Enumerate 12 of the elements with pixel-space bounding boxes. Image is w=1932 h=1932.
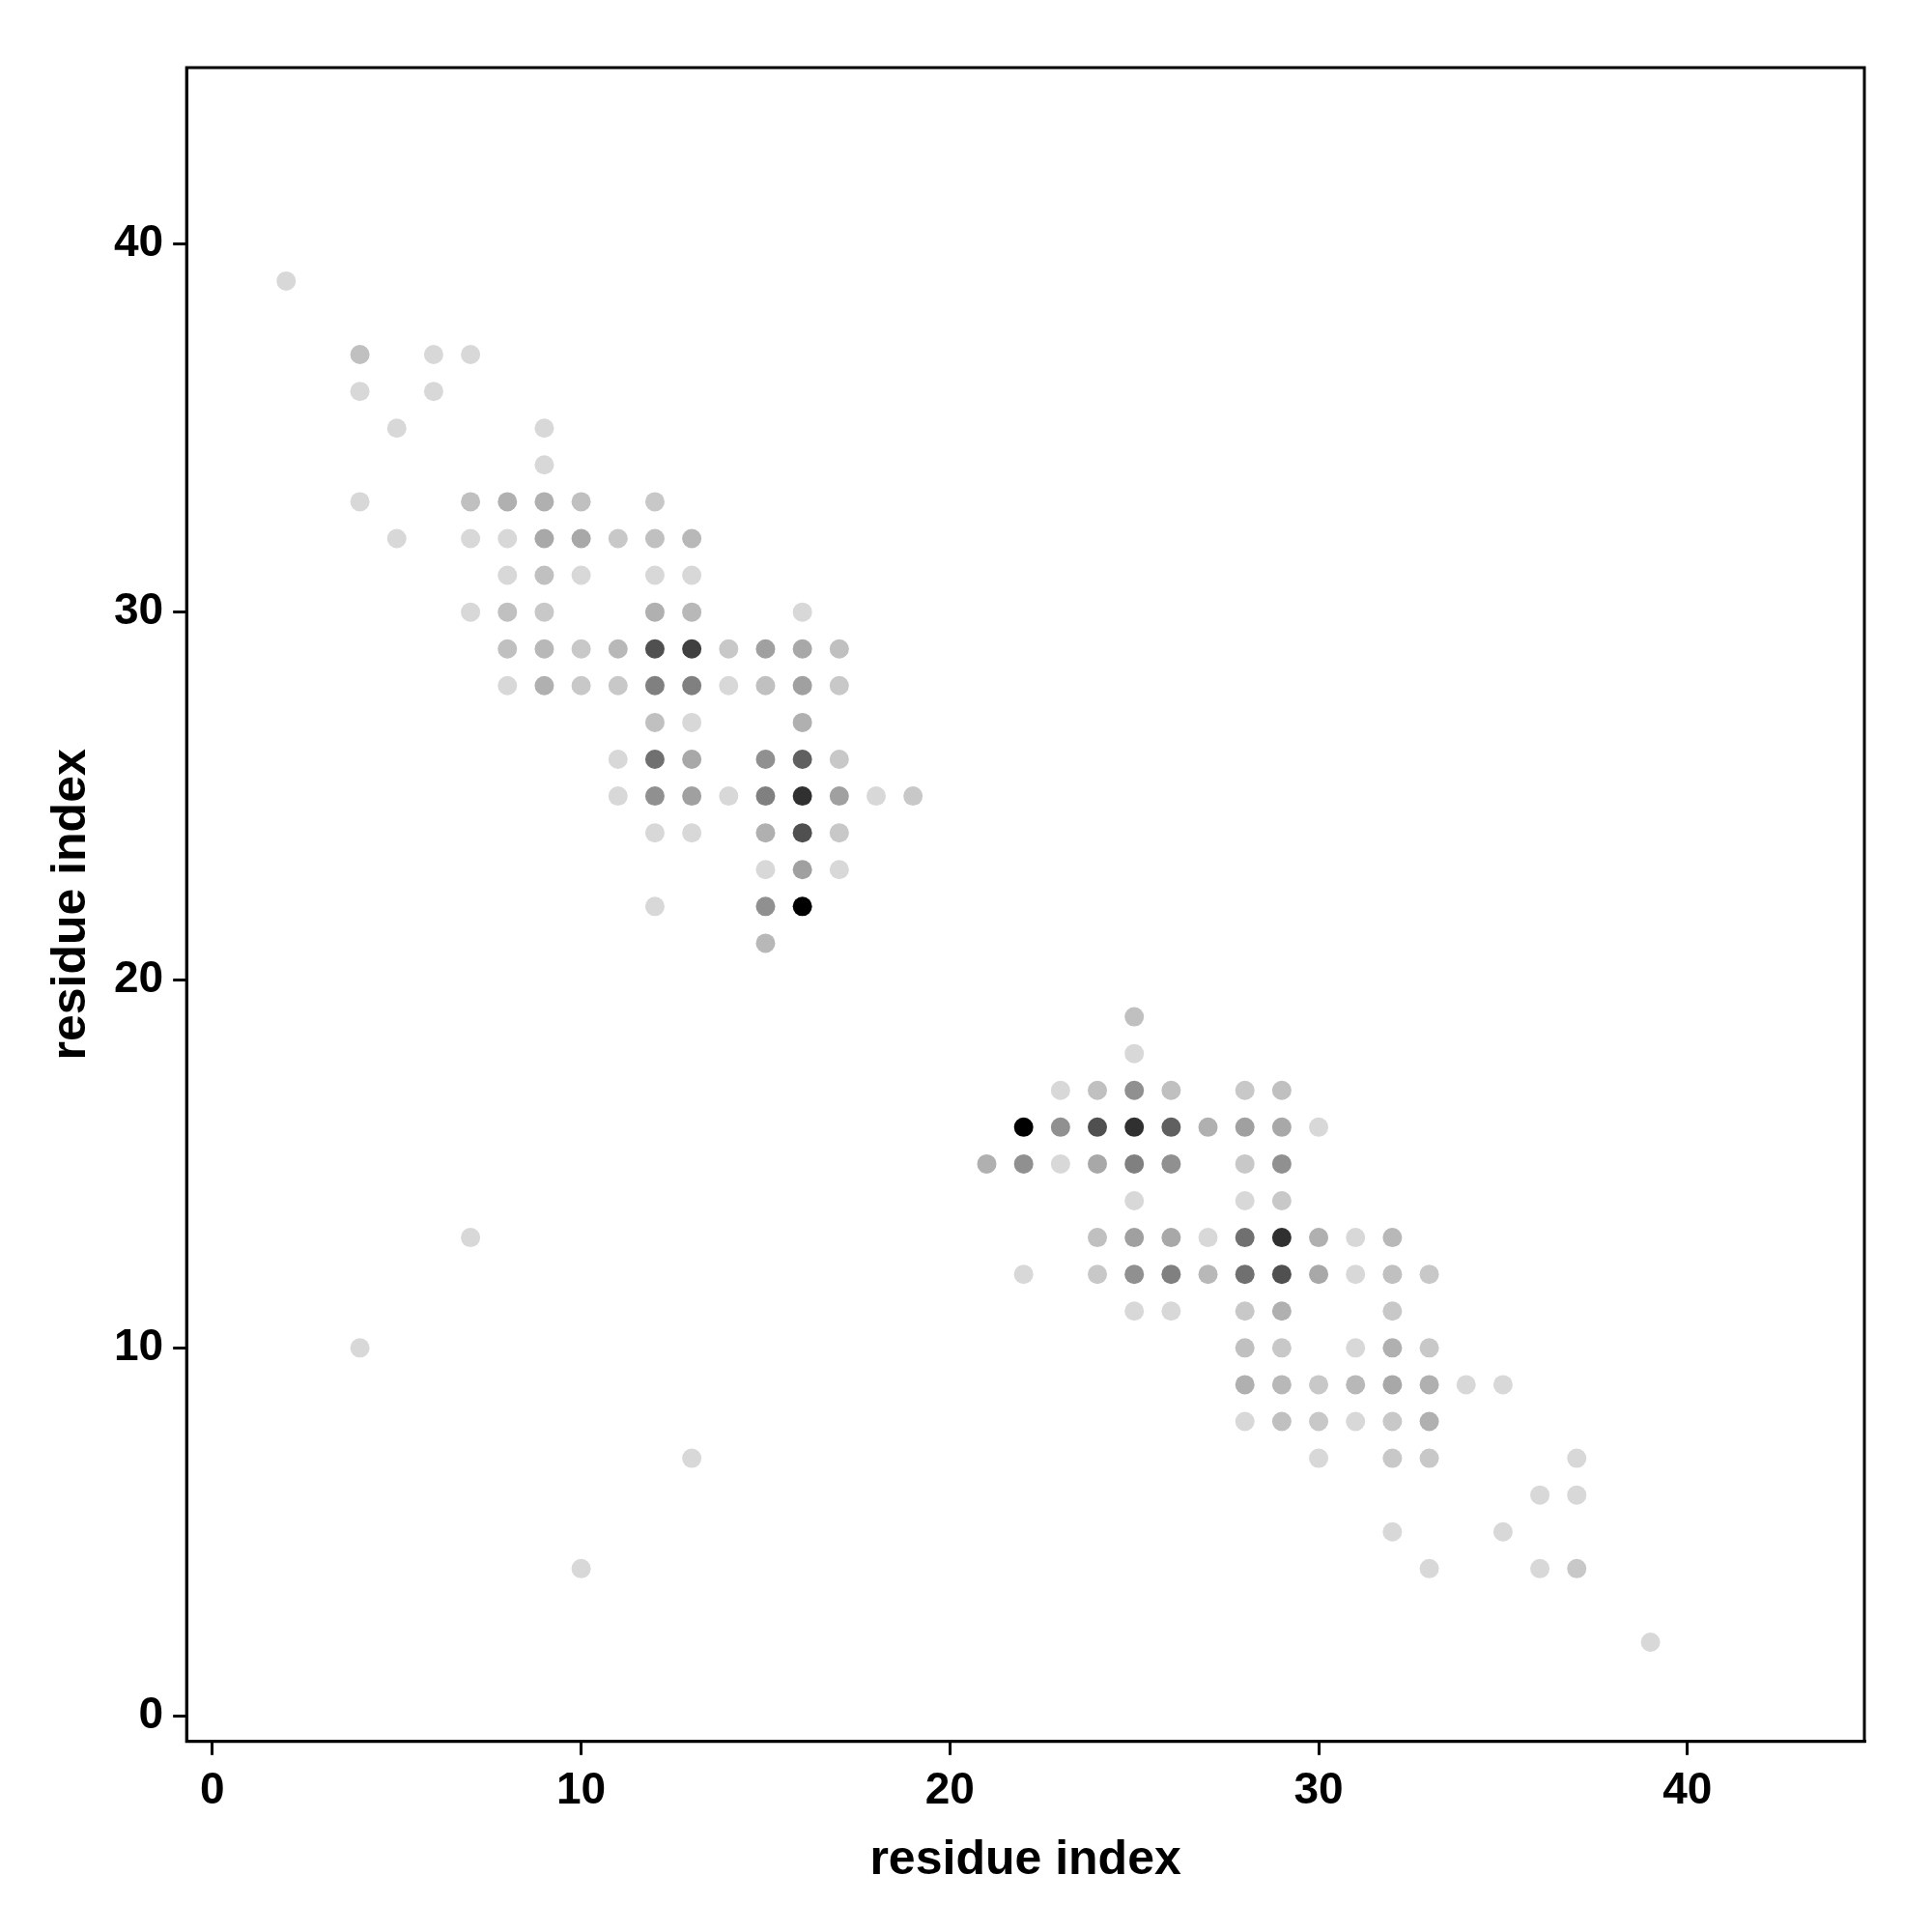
- x-tick-label: 30: [1293, 1763, 1344, 1814]
- x-tick-label: 40: [1662, 1763, 1713, 1814]
- y-tick-label: 40: [113, 215, 164, 267]
- y-tick-label: 30: [113, 583, 164, 635]
- x-tick-label: 20: [924, 1763, 975, 1814]
- x-tick-label: 0: [200, 1763, 225, 1814]
- y-tick-label: 10: [113, 1319, 164, 1370]
- y-tick-label: 20: [113, 952, 164, 1003]
- x-axis-title: residue index: [869, 1830, 1181, 1885]
- y-axis-title: residue index: [41, 749, 96, 1061]
- x-tick-label: 10: [556, 1763, 607, 1814]
- y-tick-label: 0: [138, 1687, 164, 1738]
